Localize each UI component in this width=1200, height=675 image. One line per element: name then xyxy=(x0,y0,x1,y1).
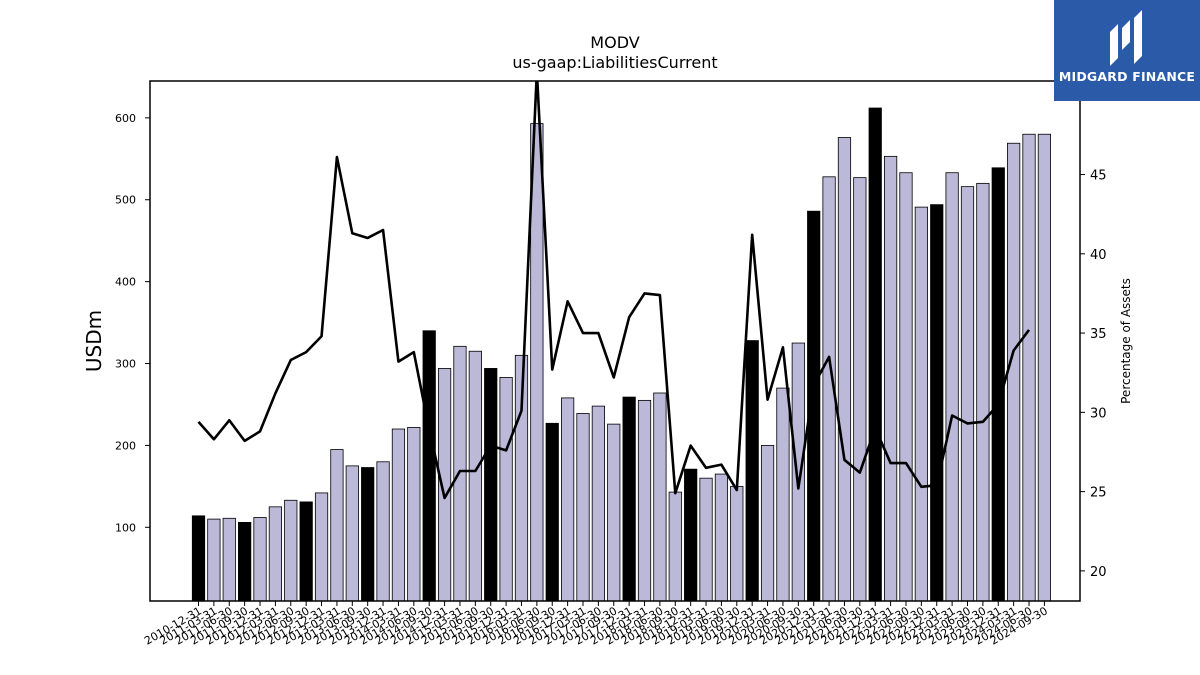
bar-2023-03-31 xyxy=(945,172,959,602)
y-axis-right-label: Percentage of Assets xyxy=(1119,278,1133,404)
y-right-tick-label-30: 30 xyxy=(1090,406,1107,421)
y-right-tick-label-40: 40 xyxy=(1090,248,1107,263)
bar-2012-12-31 xyxy=(314,492,329,602)
y-right-tick-label-35: 35 xyxy=(1090,327,1107,342)
logo-text: MIDGARD FINANCE xyxy=(1058,69,1196,84)
bar-2019-06-30 xyxy=(714,473,729,602)
bar-2011-03-31 xyxy=(207,518,221,602)
bar-2011-12-31 xyxy=(253,517,267,602)
bar-2017-03-31 xyxy=(576,413,590,602)
bar-2023-06-30 xyxy=(960,186,975,602)
y-tick-label-600: 600 xyxy=(115,112,136,125)
bar-2013-09-30 xyxy=(361,467,375,602)
bar-2023-12-31 xyxy=(991,167,1005,602)
bar-2018-12-31 xyxy=(684,468,698,602)
chart-title: MODV xyxy=(590,33,639,52)
bar-2019-03-31 xyxy=(699,477,713,602)
bar-2019-12-31 xyxy=(745,340,759,602)
y-tick-label-500: 500 xyxy=(115,194,136,207)
bar-2020-06-30 xyxy=(776,387,790,602)
bar-2015-03-31 xyxy=(453,345,467,602)
bar-2017-06-30 xyxy=(591,405,605,602)
bar-2012-03-31 xyxy=(268,506,283,602)
bar-2015-09-30 xyxy=(484,368,498,602)
bar-2022-03-31 xyxy=(884,155,898,602)
bar-2024-06-30 xyxy=(1022,133,1036,602)
bar-2016-09-30 xyxy=(545,422,559,602)
bar-2024-09-30 xyxy=(1037,133,1051,602)
y-tick-label-100: 100 xyxy=(115,521,136,534)
bar-2010-12-31 xyxy=(191,515,206,602)
chart-subtitle: us-gaap:LiabilitiesCurrent xyxy=(512,53,717,72)
bar-2020-03-31 xyxy=(760,445,775,602)
y-axis-label: USDm xyxy=(82,310,106,372)
bar-2011-09-30 xyxy=(238,521,252,602)
bar-2014-12-31 xyxy=(437,368,452,602)
bar-2021-12-31 xyxy=(868,107,882,602)
y-right-tick-label-45: 45 xyxy=(1090,169,1107,184)
bar-2022-06-30 xyxy=(899,172,913,602)
bar-2012-06-30 xyxy=(284,499,298,602)
bar-2023-09-30 xyxy=(976,182,990,602)
bar-2018-09-30 xyxy=(668,491,682,602)
logo-mark-icon xyxy=(1110,10,1142,66)
bar-2017-09-30 xyxy=(607,423,621,602)
y-tick-label-400: 400 xyxy=(115,276,136,289)
bar-2011-06-30 xyxy=(222,517,236,602)
bar-2021-06-30 xyxy=(837,137,852,602)
bar-2012-09-30 xyxy=(299,501,313,602)
y-tick-label-300: 300 xyxy=(115,358,136,371)
percent-line xyxy=(197,81,1031,500)
bar-2021-09-30 xyxy=(853,177,867,602)
y-right-tick-label-20: 20 xyxy=(1090,565,1107,580)
bar-2015-12-31 xyxy=(499,377,513,602)
bar-2024-03-31 xyxy=(1007,142,1021,602)
logo: MIDGARD FINANCE xyxy=(1054,0,1200,101)
y-tick-label-200: 200 xyxy=(115,439,136,452)
bar-2014-09-30 xyxy=(422,330,436,602)
bar-2022-09-30 xyxy=(914,206,928,602)
bar-2013-03-31 xyxy=(330,449,344,602)
bar-2014-06-30 xyxy=(407,426,421,602)
bar-2020-09-30 xyxy=(791,342,805,602)
bar-2016-12-31 xyxy=(561,397,575,602)
bar-2014-03-31 xyxy=(391,428,406,602)
bar-2015-06-30 xyxy=(468,350,482,602)
plot-frame xyxy=(149,80,1081,602)
bar-2013-06-30 xyxy=(345,465,359,602)
bar-2019-09-30 xyxy=(730,485,744,602)
bar-2013-12-31 xyxy=(376,461,390,602)
y-right-tick-label-25: 25 xyxy=(1090,486,1107,501)
bar-2017-12-31 xyxy=(622,396,636,602)
bar-2022-12-31 xyxy=(930,204,944,602)
bar-2018-06-30 xyxy=(653,392,667,602)
bar-2018-03-31 xyxy=(637,399,652,602)
